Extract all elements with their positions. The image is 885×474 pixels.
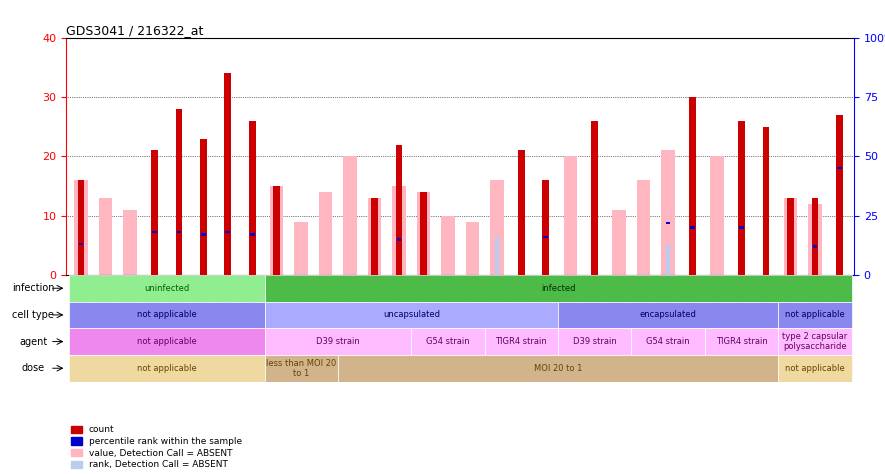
Bar xyxy=(123,210,136,275)
Text: G54 strain: G54 strain xyxy=(646,337,690,346)
Bar xyxy=(631,328,704,355)
Text: encapsulated: encapsulated xyxy=(640,310,696,319)
Bar xyxy=(69,275,265,301)
Text: not applicable: not applicable xyxy=(137,310,196,319)
Bar xyxy=(564,156,577,275)
Bar xyxy=(338,355,778,382)
Bar xyxy=(371,198,378,275)
Bar xyxy=(808,204,821,275)
Bar xyxy=(396,145,403,275)
Bar xyxy=(392,186,406,275)
Bar xyxy=(396,238,402,241)
Text: GDS3041 / 216322_at: GDS3041 / 216322_at xyxy=(66,24,204,37)
Bar xyxy=(249,121,256,275)
Bar xyxy=(412,328,485,355)
Bar xyxy=(250,234,255,236)
Bar xyxy=(543,180,550,275)
Bar xyxy=(420,192,427,275)
Bar xyxy=(226,231,230,234)
Bar xyxy=(591,121,598,275)
Bar xyxy=(485,328,558,355)
Bar xyxy=(265,355,338,382)
Text: D39 strain: D39 strain xyxy=(316,337,360,346)
Bar xyxy=(739,227,744,229)
Bar xyxy=(666,222,671,224)
Bar xyxy=(69,355,265,382)
Bar xyxy=(592,242,597,275)
Text: G54 strain: G54 strain xyxy=(427,337,470,346)
Bar xyxy=(558,301,778,328)
Bar xyxy=(543,236,548,238)
Bar xyxy=(812,246,817,248)
Bar xyxy=(200,139,207,275)
Bar xyxy=(778,328,851,355)
Bar xyxy=(273,186,281,275)
Bar xyxy=(319,192,333,275)
Bar xyxy=(417,192,430,275)
Bar xyxy=(666,244,671,275)
Text: not applicable: not applicable xyxy=(137,364,196,373)
Bar xyxy=(442,216,455,275)
Bar xyxy=(836,115,843,275)
Bar xyxy=(151,151,158,275)
Bar xyxy=(704,328,778,355)
Text: infected: infected xyxy=(541,284,575,293)
Bar xyxy=(812,198,819,275)
Legend: count, percentile rank within the sample, value, Detection Call = ABSENT, rank, : count, percentile rank within the sample… xyxy=(71,425,242,469)
Bar xyxy=(711,156,724,275)
Text: uncapsulated: uncapsulated xyxy=(383,310,440,319)
Text: MOI 20 to 1: MOI 20 to 1 xyxy=(534,364,582,373)
Text: TIGR4 strain: TIGR4 strain xyxy=(716,337,767,346)
Bar xyxy=(558,328,631,355)
Bar xyxy=(763,127,769,275)
Text: TIGR4 strain: TIGR4 strain xyxy=(496,337,547,346)
Bar xyxy=(689,97,696,275)
Bar xyxy=(270,186,283,275)
Text: infection: infection xyxy=(12,283,55,293)
Bar xyxy=(265,328,412,355)
Bar xyxy=(176,231,181,234)
Bar xyxy=(225,73,231,275)
Text: not applicable: not applicable xyxy=(785,310,845,319)
Bar xyxy=(79,243,83,246)
Bar xyxy=(201,234,205,236)
Bar xyxy=(690,227,695,229)
Bar xyxy=(490,180,504,275)
Text: not applicable: not applicable xyxy=(137,337,196,346)
Bar xyxy=(265,301,558,328)
Bar xyxy=(784,198,797,275)
Bar xyxy=(637,180,650,275)
Bar xyxy=(99,198,112,275)
Bar xyxy=(368,198,381,275)
Text: D39 strain: D39 strain xyxy=(573,337,617,346)
Text: dose: dose xyxy=(22,363,45,373)
Bar xyxy=(78,180,84,275)
Bar xyxy=(612,210,626,275)
Bar xyxy=(778,301,851,328)
Bar xyxy=(69,328,265,355)
Bar xyxy=(778,355,851,382)
Bar xyxy=(265,275,851,301)
Bar xyxy=(152,231,157,234)
Bar xyxy=(175,109,182,275)
Bar xyxy=(518,151,525,275)
Text: uninfected: uninfected xyxy=(144,284,189,293)
Bar xyxy=(295,222,308,275)
Bar xyxy=(74,180,88,275)
Bar xyxy=(738,121,745,275)
Text: cell type: cell type xyxy=(12,310,54,320)
Bar xyxy=(661,151,675,275)
Text: agent: agent xyxy=(19,337,48,346)
Bar xyxy=(495,237,499,275)
Bar xyxy=(787,198,794,275)
Text: type 2 capsular
polysaccharide: type 2 capsular polysaccharide xyxy=(782,332,848,351)
Bar xyxy=(69,301,265,328)
Text: less than MOI 20
to 1: less than MOI 20 to 1 xyxy=(266,358,336,378)
Bar xyxy=(343,156,357,275)
Bar xyxy=(466,222,479,275)
Bar xyxy=(837,167,842,170)
Text: not applicable: not applicable xyxy=(785,364,845,373)
